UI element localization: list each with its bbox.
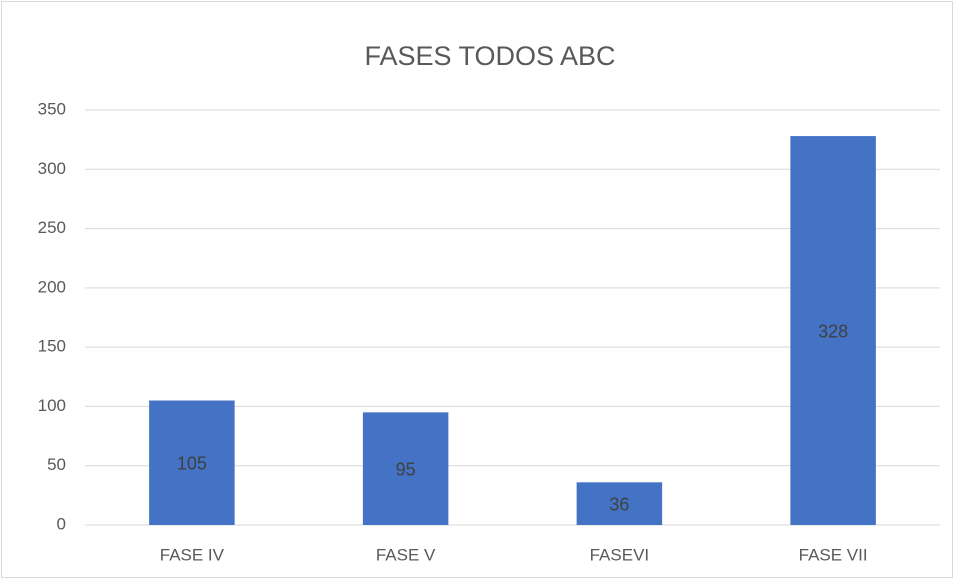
y-tick-label: 250 (38, 218, 66, 237)
data-label: 105 (177, 454, 207, 474)
y-tick-label: 300 (38, 159, 66, 178)
bar (576, 482, 663, 525)
data-label: 95 (396, 459, 416, 479)
data-label: 328 (818, 321, 848, 341)
x-tick-label: FASE IV (160, 545, 225, 564)
bar (790, 136, 876, 526)
bar (149, 400, 235, 525)
data-label: 36 (609, 494, 629, 514)
y-tick-label: 150 (38, 337, 66, 356)
x-tick-label: FASE V (376, 545, 436, 564)
y-tick-label: 100 (38, 396, 66, 415)
y-tick-label: 0 (57, 514, 66, 533)
bar (362, 412, 449, 525)
y-tick-label: 200 (38, 277, 66, 296)
x-tick-label: FASE VII (799, 545, 868, 564)
y-tick-label: 350 (38, 99, 66, 118)
x-tick-label: FASEVI (590, 545, 650, 564)
chart-title: FASES TODOS ABC (364, 41, 615, 71)
y-tick-label: 50 (47, 455, 66, 474)
